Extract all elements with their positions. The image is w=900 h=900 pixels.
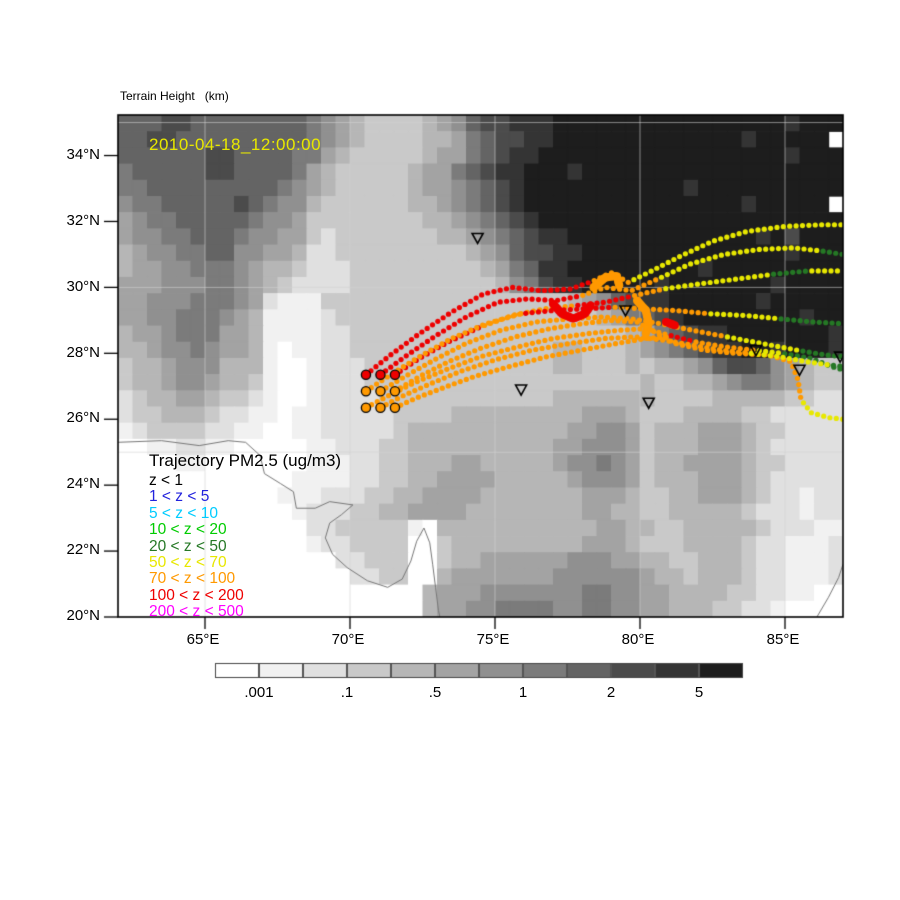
trajectory-legend: Trajectory PM2.5 (ug/m3) z < 1 1 < z < 5…	[149, 451, 341, 621]
legend-item-7: 100 < z < 200	[149, 586, 244, 604]
colorbar-label-01: .1	[340, 684, 354, 701]
x-axis-label-75e: 75°E	[476, 631, 510, 648]
y-axis-label-34n: 34°N	[66, 146, 100, 163]
plot-title: Terrain Height (km)	[120, 89, 229, 103]
legend-item-1: 1 < z < 5	[149, 488, 210, 506]
y-axis-label-24n: 24°N	[66, 475, 100, 492]
legend-item-0: z < 1	[149, 472, 184, 489]
colorbar-label-2: 2	[606, 684, 616, 701]
colorbar-label-5: 5	[694, 684, 704, 701]
x-axis-label-80e: 80°E	[621, 631, 655, 648]
y-axis-label-32n: 32°N	[66, 212, 100, 229]
legend-item-4: 20 < z < 50	[149, 537, 227, 555]
legend-item-5: 50 < z < 70	[149, 554, 227, 572]
legend-item-6: 70 < z < 100	[149, 570, 236, 588]
legend-item-3: 10 < z < 20	[149, 521, 227, 539]
colorbar-label-05: .5	[428, 684, 442, 701]
timestamp-label: 2010-04-18_12:00:00	[149, 135, 322, 154]
colorbar-label-1: 1	[518, 684, 528, 701]
x-axis-label-85e: 85°E	[766, 631, 800, 648]
legend-title: Trajectory PM2.5 (ug/m3)	[149, 451, 342, 470]
legend-item-8: 200 < z < 500	[149, 603, 244, 621]
colorbar-label-001: .001	[244, 684, 274, 701]
y-axis-label-22n: 22°N	[66, 541, 100, 558]
x-axis-label-70e: 70°E	[331, 631, 365, 648]
y-axis-label-20n: 20°N	[66, 607, 100, 624]
y-axis-label-26n: 26°N	[66, 409, 100, 426]
legend-item-2: 5 < z < 10	[149, 504, 218, 522]
y-axis-label-28n: 28°N	[66, 344, 100, 361]
x-axis-label-65e: 65°E	[186, 631, 220, 648]
y-axis-label-30n: 30°N	[66, 278, 100, 295]
